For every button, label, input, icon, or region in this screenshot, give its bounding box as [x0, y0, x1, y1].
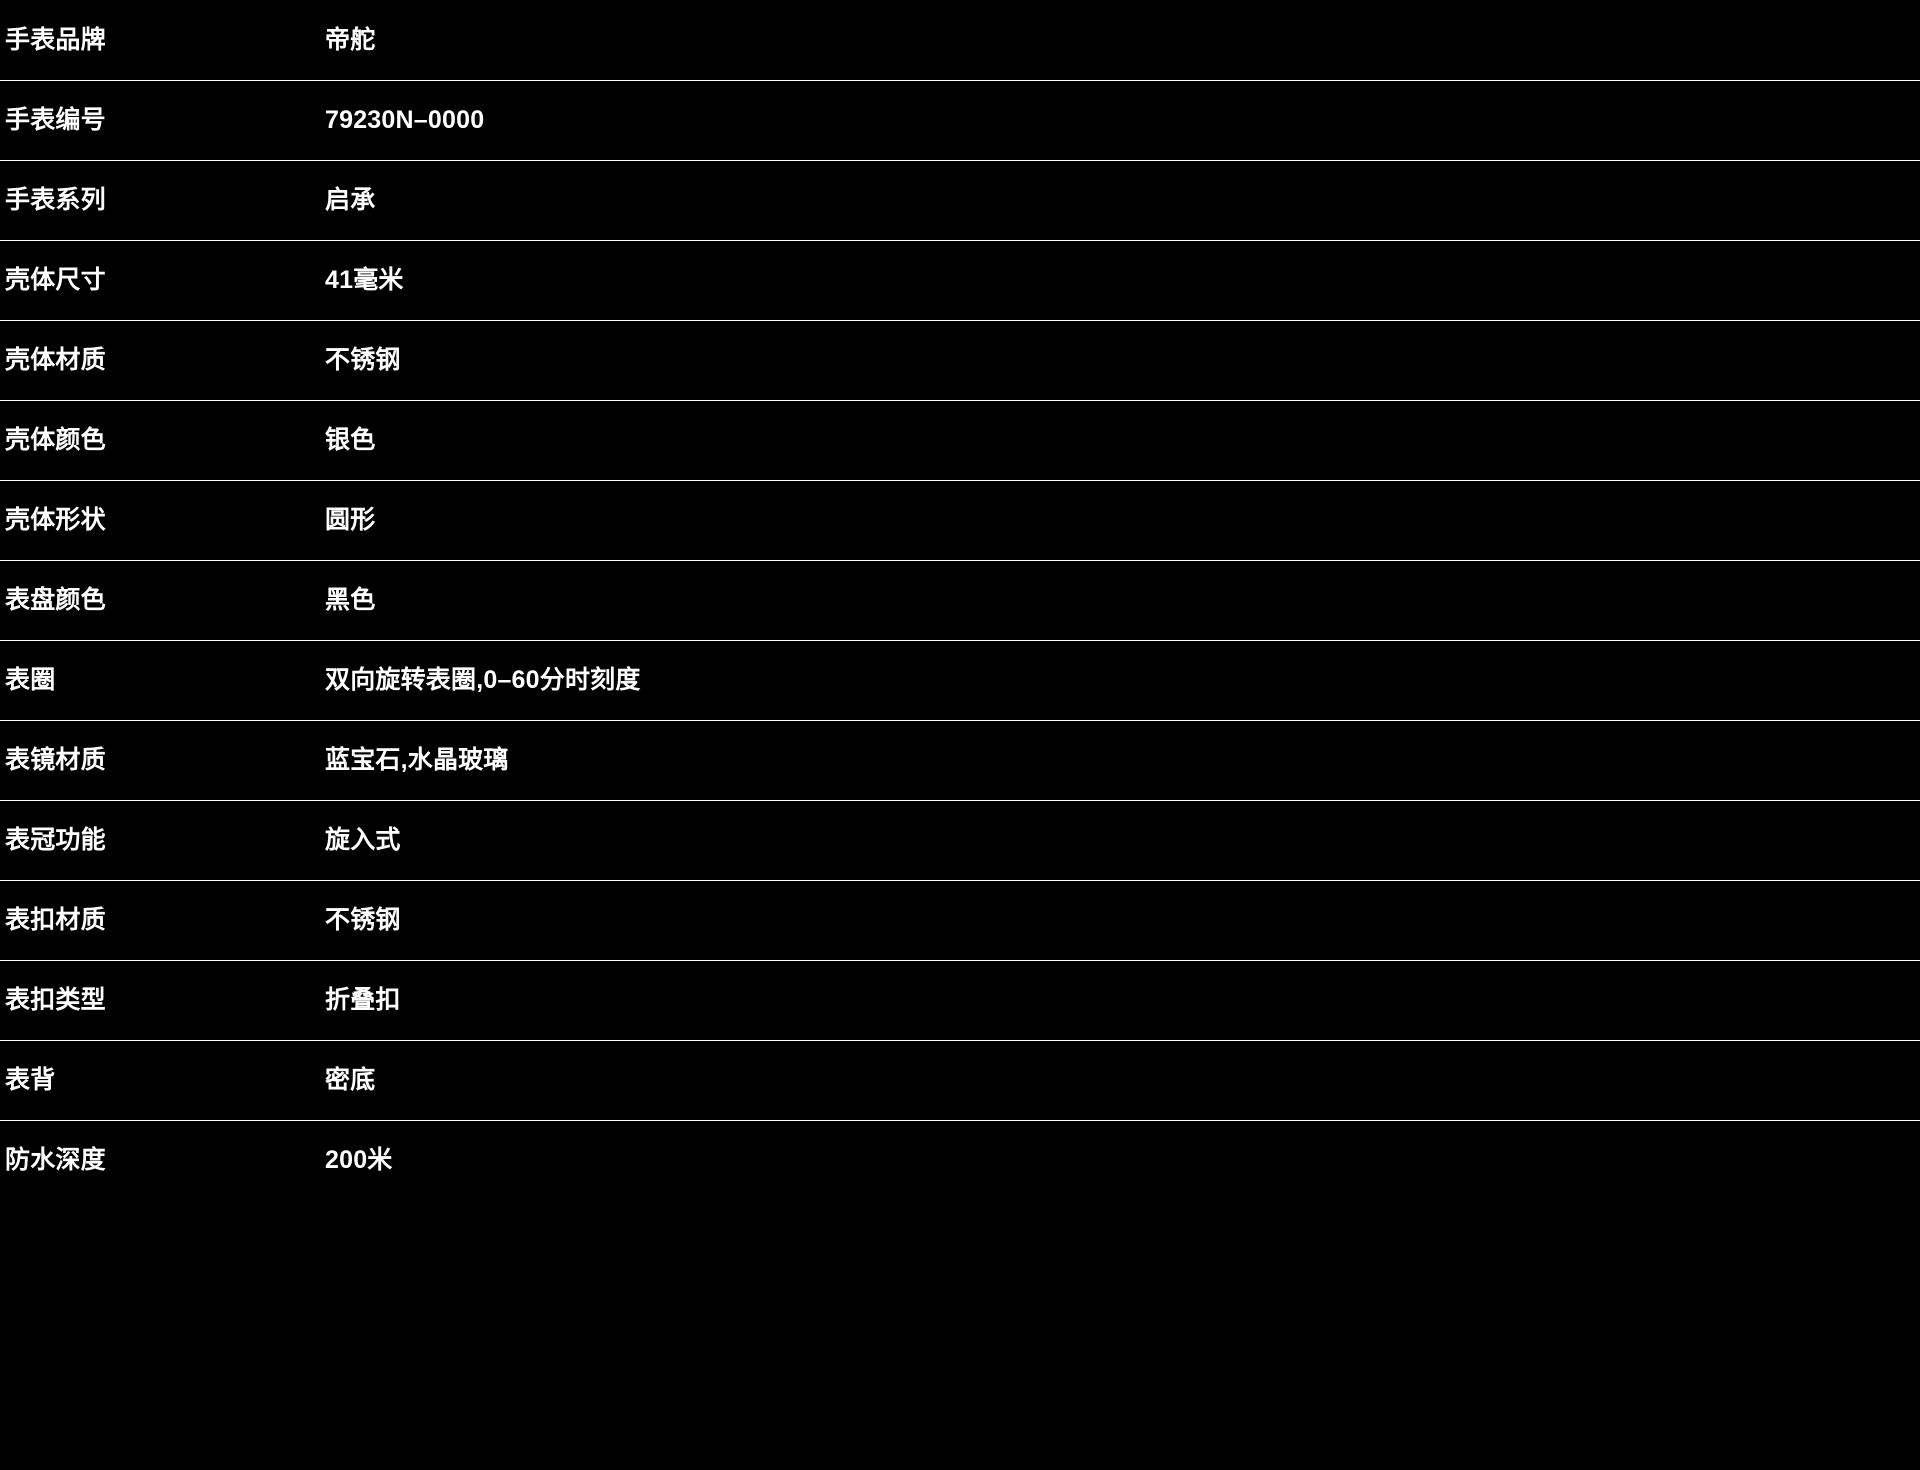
spec-value: 不锈钢 [325, 906, 401, 934]
spec-label: 表背 [5, 1066, 56, 1094]
spec-label: 手表品牌 [5, 26, 106, 54]
spec-value: 双向旋转表圈,0–60分时刻度 [325, 666, 641, 694]
spec-row: 表扣类型 折叠扣 [0, 960, 1920, 1040]
spec-label: 表镜材质 [5, 746, 106, 774]
spec-value: 79230N–0000 [325, 106, 485, 134]
spec-value: 银色 [325, 426, 376, 454]
spec-value: 蓝宝石,水晶玻璃 [325, 746, 509, 774]
spec-value: 折叠扣 [325, 986, 401, 1014]
spec-label: 手表系列 [5, 186, 106, 214]
spec-row: 壳体形状 圆形 [0, 480, 1920, 560]
spec-row: 表冠功能 旋入式 [0, 800, 1920, 880]
spec-label: 表盘颜色 [5, 586, 106, 614]
spec-value: 41毫米 [325, 266, 404, 294]
spec-row: 壳体颜色 银色 [0, 400, 1920, 480]
spec-value: 启承 [325, 186, 376, 214]
spec-value: 200米 [325, 1146, 393, 1174]
spec-value: 圆形 [325, 506, 376, 534]
spec-row: 手表编号 79230N–0000 [0, 80, 1920, 160]
spec-row: 表镜材质 蓝宝石,水晶玻璃 [0, 720, 1920, 800]
spec-value: 旋入式 [325, 826, 401, 854]
spec-row: 防水深度 200米 [0, 1120, 1920, 1200]
spec-row: 手表品牌 帝舵 [0, 0, 1920, 80]
spec-label: 壳体形状 [5, 506, 106, 534]
spec-value: 帝舵 [325, 26, 376, 54]
spec-value: 密底 [325, 1066, 376, 1094]
spec-value: 黑色 [325, 586, 376, 614]
spec-label: 表扣材质 [5, 906, 106, 934]
spec-row: 表圈 双向旋转表圈,0–60分时刻度 [0, 640, 1920, 720]
spec-label: 表冠功能 [5, 826, 106, 854]
spec-label: 手表编号 [5, 106, 106, 134]
spec-label: 壳体材质 [5, 346, 106, 374]
spec-row: 壳体尺寸 41毫米 [0, 240, 1920, 320]
spec-value: 不锈钢 [325, 346, 401, 374]
spec-row: 表扣材质 不锈钢 [0, 880, 1920, 960]
spec-row: 表背 密底 [0, 1040, 1920, 1120]
spec-row: 壳体材质 不锈钢 [0, 320, 1920, 400]
spec-row: 表盘颜色 黑色 [0, 560, 1920, 640]
spec-label: 壳体颜色 [5, 426, 106, 454]
spec-row: 手表系列 启承 [0, 160, 1920, 240]
spec-label: 表圈 [5, 666, 56, 694]
spec-label: 防水深度 [5, 1146, 106, 1174]
spec-label: 壳体尺寸 [5, 266, 106, 294]
watch-specification-table: 手表品牌 帝舵 手表编号 79230N–0000 手表系列 启承 壳体尺寸 41毫米 壳体材质不… [0, 0, 1920, 1200]
spec-label: 表扣类型 [5, 986, 106, 1014]
